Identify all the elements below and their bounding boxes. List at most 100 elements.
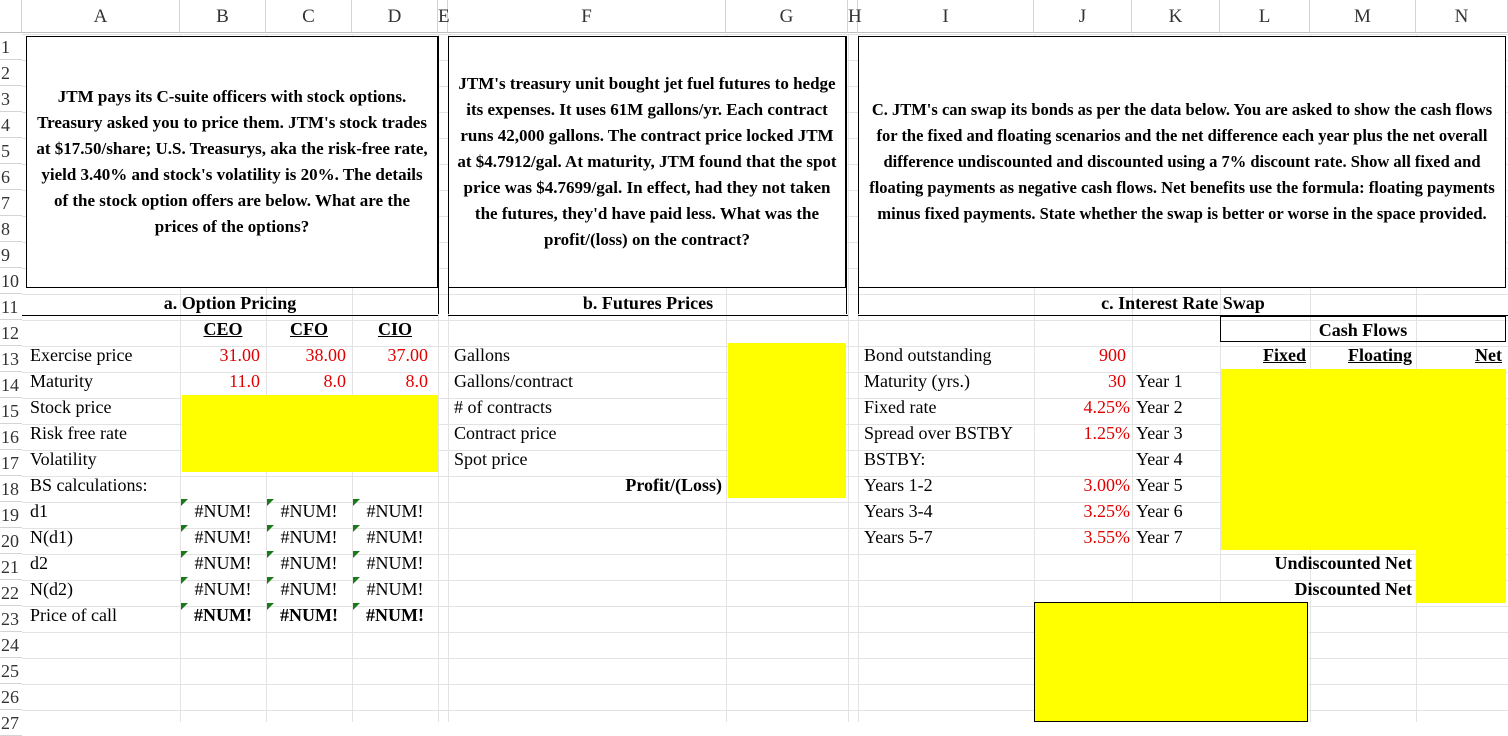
section-title-option-pricing[interactable]: a. Option Pricing [22, 290, 438, 316]
col-header-j[interactable]: J [1034, 0, 1132, 33]
num-error-cell[interactable]: #NUM! [366, 553, 424, 573]
row-header-24[interactable]: 24 [0, 632, 22, 658]
error-indicator-icon[interactable] [181, 551, 188, 558]
label-spread-over-bstby[interactable]: Spread over BSTBY [864, 423, 1013, 443]
header-cfo[interactable]: CFO [290, 319, 328, 339]
row-header-23[interactable]: 23 [0, 606, 22, 632]
maturity-ceo[interactable]: 11.0 [229, 371, 260, 391]
col-header-h[interactable]: H [848, 0, 862, 33]
num-error-cell[interactable]: #NUM! [194, 527, 252, 547]
error-indicator-icon[interactable] [267, 551, 274, 558]
header-ceo[interactable]: CEO [203, 319, 243, 339]
section-title-futures-prices[interactable]: b. Futures Prices [448, 290, 848, 316]
label-years-5-7[interactable]: Years 5-7 [864, 527, 933, 547]
maturity-cfo[interactable]: 8.0 [323, 371, 347, 391]
label-year-2[interactable]: Year 2 [1136, 397, 1183, 417]
row-header-9[interactable]: 9 [0, 242, 22, 268]
num-error-cell[interactable]: #NUM! [366, 527, 424, 547]
num-error-cell[interactable]: #NUM! [194, 553, 252, 573]
row-header-4[interactable]: 4 [0, 112, 22, 138]
label-bs-calculations[interactable]: BS calculations: [30, 475, 148, 495]
label-maturity[interactable]: Maturity [30, 371, 93, 391]
header-fixed[interactable]: Fixed [1263, 345, 1306, 365]
error-indicator-icon[interactable] [353, 603, 360, 610]
error-indicator-icon[interactable] [267, 499, 274, 506]
num-error-cell[interactable]: #NUM! [194, 579, 252, 599]
col-header-n[interactable]: N [1416, 0, 1508, 33]
num-error-cell[interactable]: #NUM! [194, 501, 252, 521]
num-error-cell[interactable]: #NUM! [366, 579, 424, 599]
row-header-16[interactable]: 16 [0, 424, 22, 450]
row-header-7[interactable]: 7 [0, 190, 22, 216]
num-error-cell[interactable]: #NUM! [366, 605, 424, 625]
row-header-20[interactable]: 20 [0, 528, 22, 554]
error-indicator-icon[interactable] [353, 525, 360, 532]
label-year-3[interactable]: Year 3 [1136, 423, 1183, 443]
col-header-e[interactable]: E [438, 0, 450, 33]
answer-box-swap-verdict[interactable] [1034, 602, 1308, 722]
error-indicator-icon[interactable] [353, 499, 360, 506]
label-year-6[interactable]: Year 6 [1136, 501, 1183, 521]
header-net[interactable]: Net [1475, 345, 1502, 365]
row-header-5[interactable]: 5 [0, 138, 22, 164]
row-header-14[interactable]: 14 [0, 372, 22, 398]
col-header-f[interactable]: F [448, 0, 726, 33]
error-indicator-icon[interactable] [353, 577, 360, 584]
header-floating[interactable]: Floating [1347, 345, 1412, 365]
error-indicator-icon[interactable] [181, 603, 188, 610]
row-header-18[interactable]: 18 [0, 476, 22, 502]
num-error-cell[interactable]: #NUM! [194, 605, 252, 625]
label-spot-price[interactable]: Spot price [454, 449, 528, 469]
label-bstby[interactable]: BSTBY: [864, 449, 926, 469]
label-d1[interactable]: d1 [30, 501, 48, 521]
label-years-3-4[interactable]: Years 3-4 [864, 501, 933, 521]
exercise-cfo[interactable]: 38.00 [305, 345, 347, 365]
select-all-corner[interactable] [0, 0, 22, 33]
label-year-4[interactable]: Year 4 [1136, 449, 1183, 469]
value-years-5-7[interactable]: 3.55% [1083, 527, 1131, 547]
label-fixed-rate[interactable]: Fixed rate [864, 397, 937, 417]
label-nd2[interactable]: N(d2) [30, 579, 73, 599]
col-header-c[interactable]: C [266, 0, 352, 33]
label-risk-free-rate[interactable]: Risk free rate [30, 423, 127, 443]
input-area-futures[interactable] [728, 343, 846, 498]
row-header-19[interactable]: 19 [0, 502, 22, 528]
row-header-6[interactable]: 6 [0, 164, 22, 190]
row-header-3[interactable]: 3 [0, 86, 22, 112]
col-header-d[interactable]: D [352, 0, 438, 33]
label-year-1[interactable]: Year 1 [1136, 371, 1183, 391]
label-undiscounted-net[interactable]: Undiscounted Net [1274, 553, 1412, 573]
value-spread[interactable]: 1.25% [1083, 423, 1131, 443]
error-indicator-icon[interactable] [181, 499, 188, 506]
input-area-option-params[interactable] [182, 395, 438, 472]
error-indicator-icon[interactable] [267, 577, 274, 584]
num-error-cell[interactable]: #NUM! [366, 501, 424, 521]
row-header-21[interactable]: 21 [0, 554, 22, 580]
maturity-cio[interactable]: 8.0 [405, 371, 429, 391]
num-error-cell[interactable]: #NUM! [280, 527, 338, 547]
row-header-12[interactable]: 12 [0, 320, 22, 346]
row-header-25[interactable]: 25 [0, 658, 22, 684]
label-discounted-net[interactable]: Discounted Net [1294, 579, 1413, 599]
label-maturity-yrs[interactable]: Maturity (yrs.) [864, 371, 970, 391]
label-number-of-contracts[interactable]: # of contracts [454, 397, 552, 417]
row-header-22[interactable]: 22 [0, 580, 22, 606]
input-area-cash-flows[interactable] [1221, 369, 1506, 550]
error-indicator-icon[interactable] [267, 525, 274, 532]
label-volatility[interactable]: Volatility [30, 449, 97, 469]
error-indicator-icon[interactable] [181, 577, 188, 584]
row-header-11[interactable]: 11 [0, 294, 22, 320]
label-gallons[interactable]: Gallons [454, 345, 510, 365]
label-profit-loss[interactable]: Profit/(Loss) [625, 475, 722, 495]
label-stock-price[interactable]: Stock price [30, 397, 112, 417]
row-header-1[interactable]: 1 [0, 34, 22, 60]
error-indicator-icon[interactable] [267, 603, 274, 610]
row-header-15[interactable]: 15 [0, 398, 22, 424]
value-maturity-yrs[interactable]: 30 [1108, 371, 1126, 391]
label-contract-price[interactable]: Contract price [454, 423, 557, 443]
col-header-a[interactable]: A [22, 0, 180, 33]
num-error-cell[interactable]: #NUM! [280, 501, 338, 521]
label-year-5[interactable]: Year 5 [1136, 475, 1183, 495]
num-error-cell[interactable]: #NUM! [280, 579, 338, 599]
row-header-13[interactable]: 13 [0, 346, 22, 372]
